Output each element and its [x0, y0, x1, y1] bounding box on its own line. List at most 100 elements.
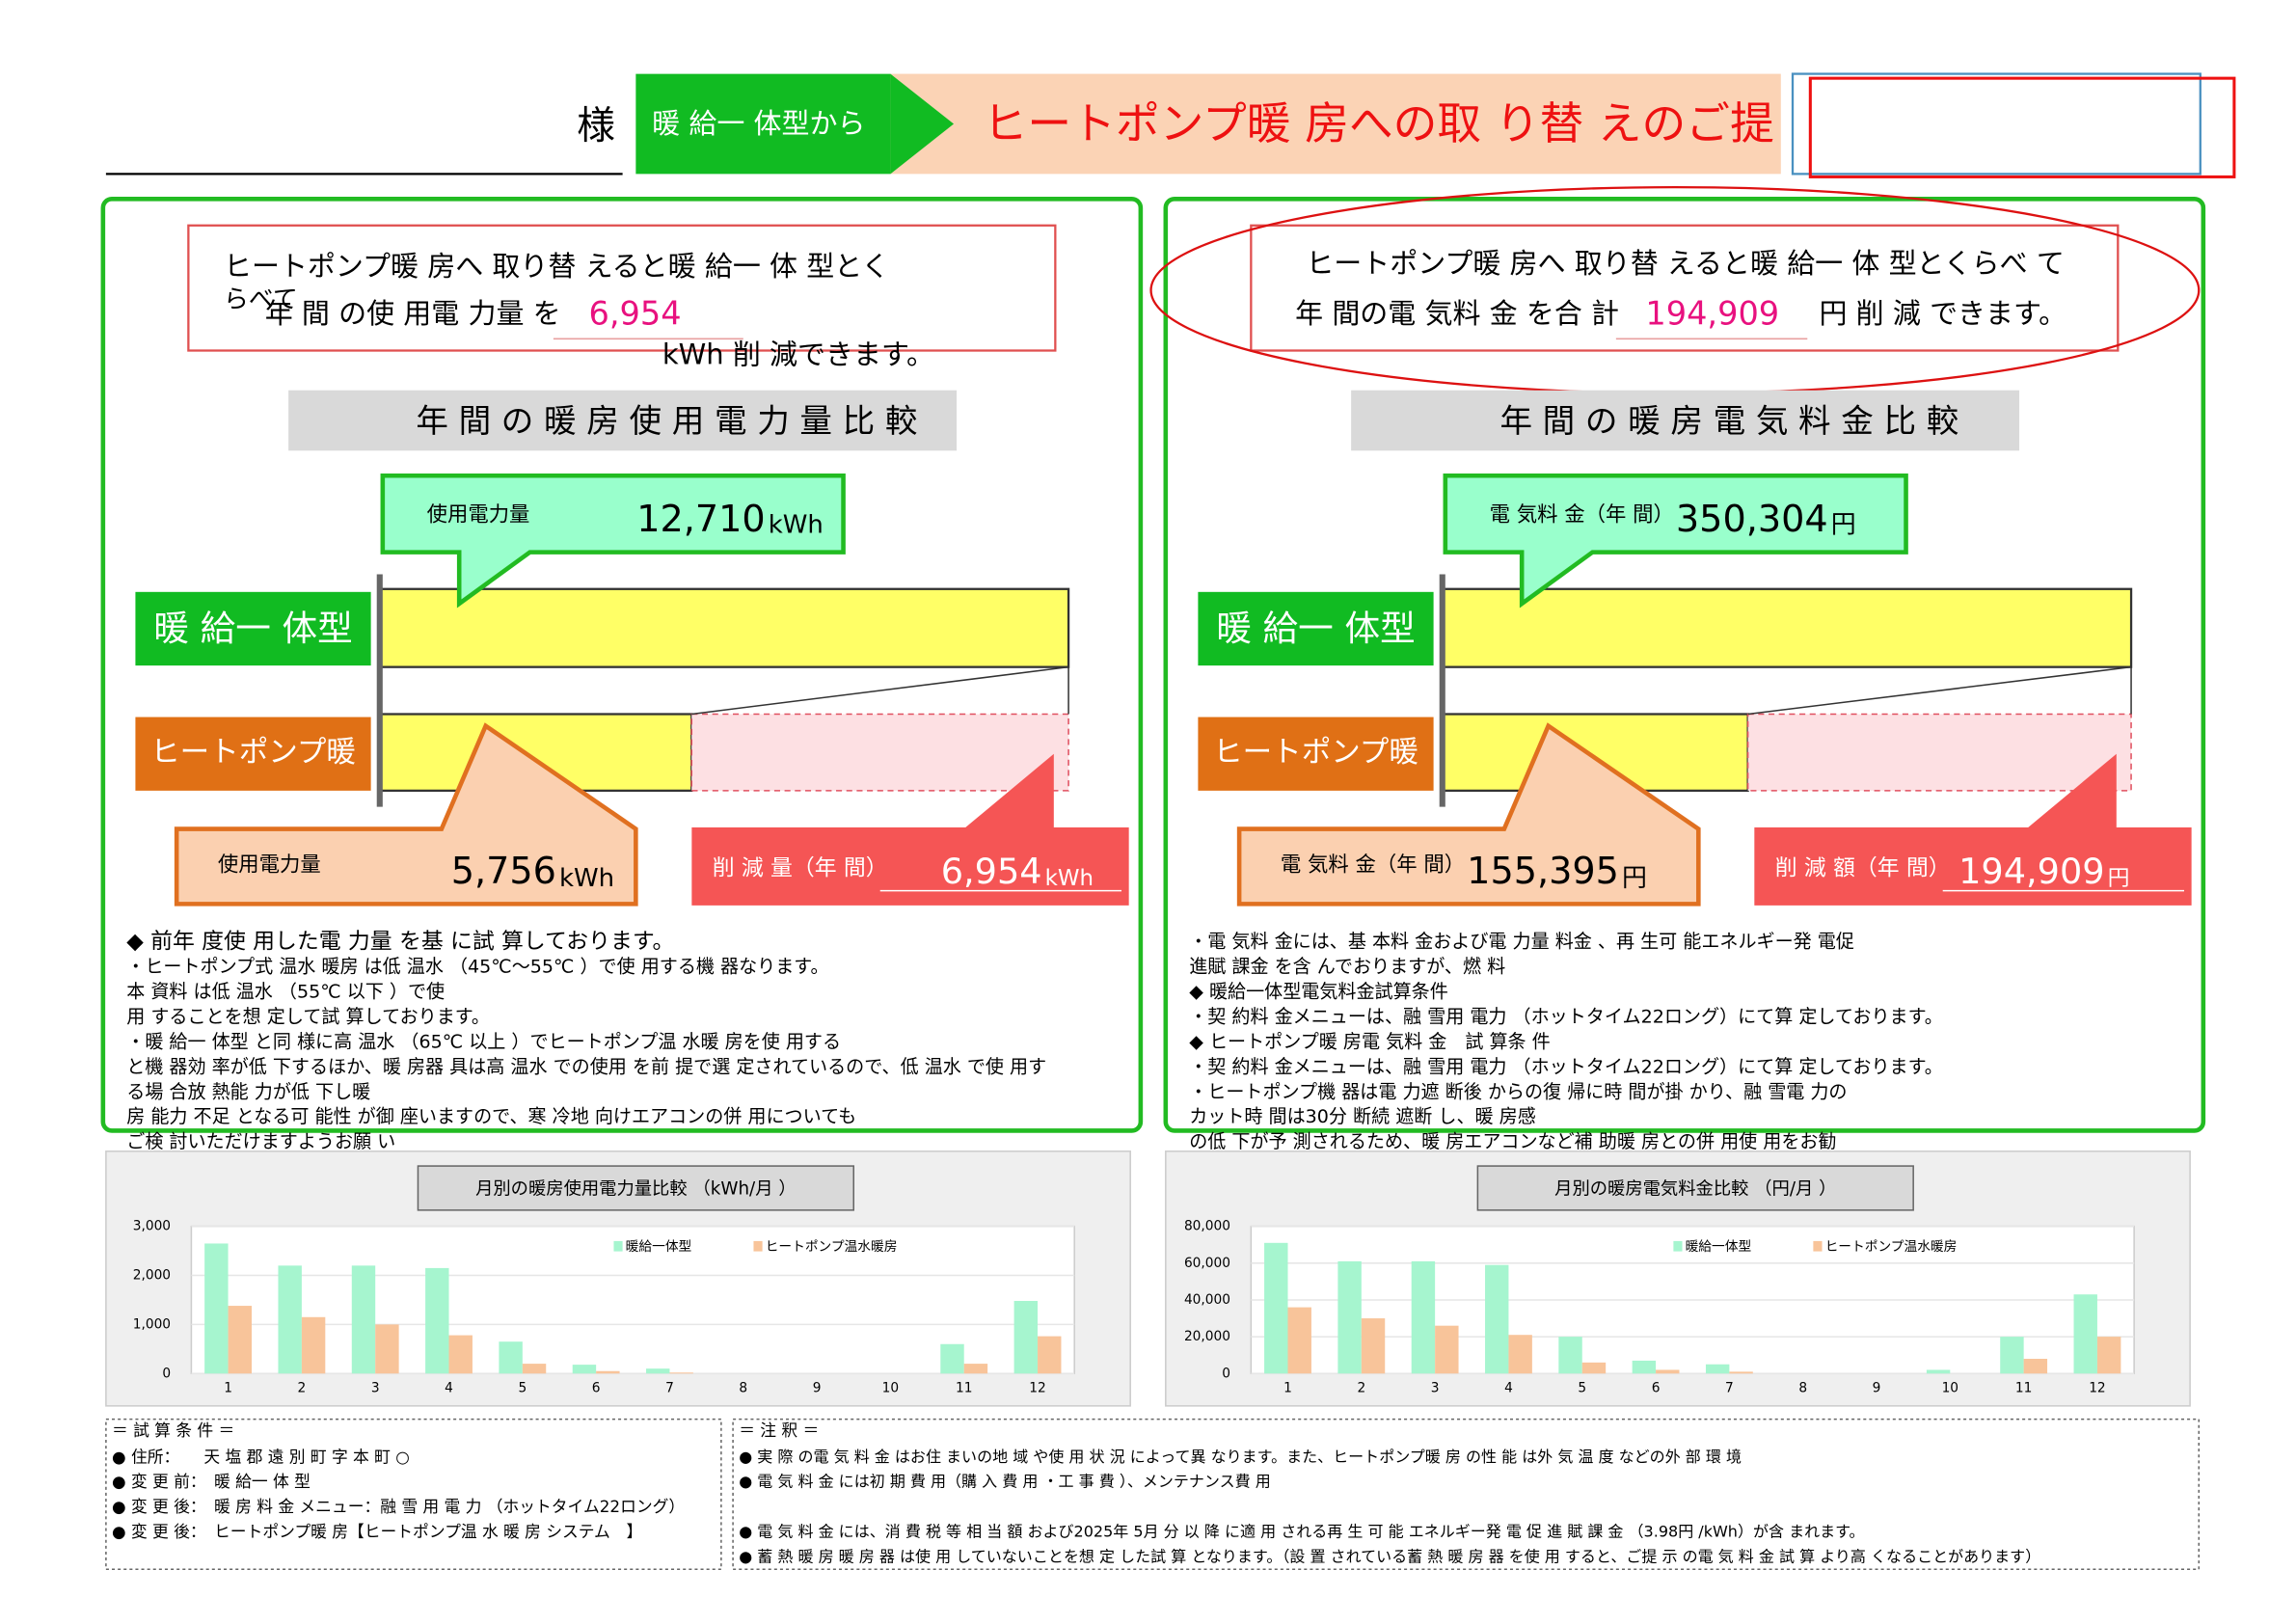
bar	[2000, 1337, 2024, 1374]
category-box	[135, 717, 371, 791]
callout	[1443, 473, 1908, 609]
bar	[375, 1324, 399, 1374]
x-tick-label: 10	[1942, 1381, 1958, 1396]
bar	[1337, 1260, 1362, 1374]
bar	[646, 1368, 670, 1374]
section-title: 年 間 の 暖 房 電 気 料 金 比 較	[1499, 402, 1958, 440]
from-arrow	[635, 73, 955, 175]
legend-swatch	[753, 1240, 763, 1252]
bar	[1581, 1362, 1607, 1374]
y-tick-label: 0	[1222, 1366, 1230, 1381]
x-tick-label: 4	[1504, 1381, 1513, 1396]
callout-unit: 円	[1622, 864, 1647, 893]
note-line: 進賦 課金 を含 んでおりますが、燃 料	[1189, 957, 1505, 978]
x-tick-label: 10	[882, 1381, 899, 1396]
note-line: と機 器効 率が低 下するほか、暖 房器 具は高 温水 での使用 を前 提で選 …	[126, 1056, 1046, 1077]
condition-line: ● 変 更 後： 暖 房 料 金 メニュー：融 雪 用 電 力 （ホットタイム2…	[112, 1497, 685, 1516]
note-line: ◆ 暖給一体型電気料金試算条件	[1189, 981, 1448, 1002]
condition-line: ● 変 更 前： 暖 給一 体 型	[112, 1472, 311, 1491]
bar	[2073, 1294, 2097, 1374]
x-tick-label: 12	[2089, 1381, 2105, 1396]
x-tick-label: 1	[224, 1381, 232, 1396]
note-line: カット時 間は30分 断続 遮断 し、暖 房感	[1189, 1106, 1536, 1127]
reduction-label: 削 減 額（年 間）	[1775, 855, 1951, 880]
y-tick-label: 80,000	[1184, 1219, 1230, 1234]
conditions-box	[105, 1418, 722, 1571]
callout	[1236, 722, 1701, 907]
callout-label: 電 気料 金（年 間）	[1281, 853, 1465, 878]
reduction-callout	[691, 753, 1129, 906]
bar	[1926, 1369, 1951, 1374]
bar	[1361, 1318, 1386, 1374]
x-tick-label: 3	[371, 1381, 380, 1396]
bar	[228, 1306, 252, 1374]
connector	[691, 665, 1069, 716]
plot-area	[190, 1225, 1075, 1375]
condition-line: ● 変 更 後： ヒートポンプ暖 房【ヒートポンプ温 水 暖 房 システム 】	[112, 1522, 642, 1541]
callout-unit: kWh	[559, 864, 614, 893]
chart-title-box	[417, 1165, 855, 1211]
x-tick-label: 1	[1283, 1381, 1292, 1396]
bar	[1729, 1371, 1753, 1374]
note-line: 用 することを想 定して試 算しております。	[126, 1006, 490, 1027]
bar	[204, 1243, 229, 1374]
x-tick-label: 7	[1725, 1381, 1734, 1396]
x-tick-label: 11	[2015, 1381, 2032, 1396]
category-label: ヒートポンプ暖	[1213, 736, 1418, 770]
x-tick-label: 8	[1798, 1381, 1807, 1396]
bar	[425, 1267, 449, 1374]
note-line: ◆ ヒートポンプ暖 房電 気料 金 試 算条 件	[1189, 1031, 1551, 1052]
chart-title: 月別の暖房使用電力量比較 （kWh/月 ）	[475, 1178, 797, 1199]
message-box	[187, 224, 1057, 352]
legend-label: ヒートポンプ温水暖房	[1825, 1239, 1958, 1255]
conditions-title: ＝ 試 算 条 件 ＝	[112, 1421, 234, 1440]
callout-label: 使用電力量	[218, 853, 321, 878]
x-tick-label: 6	[1652, 1381, 1661, 1396]
bar	[1264, 1242, 1288, 1374]
message-prefix: 年 間の電 気料 金 を合 計	[1295, 297, 1619, 330]
legend-swatch	[1813, 1240, 1823, 1252]
callout-label: 使用電力量	[427, 502, 530, 527]
bar	[1287, 1307, 1311, 1374]
callout-value: 350,304	[1676, 498, 1828, 540]
bar	[1705, 1364, 1730, 1374]
bar	[596, 1370, 620, 1374]
x-tick-label: 6	[592, 1381, 601, 1396]
from-label: 暖 給一 体型から	[652, 107, 865, 140]
bar	[351, 1265, 376, 1374]
x-tick-label: 5	[1578, 1381, 1586, 1396]
bar	[522, 1364, 547, 1374]
category-box	[135, 591, 371, 666]
reduction-unit: 円	[2108, 866, 2130, 891]
legend-label: 暖給一体型	[626, 1239, 692, 1255]
callout-unit: kWh	[769, 511, 824, 540]
message-prefix: 年 間 の使 用電 力量 を	[265, 297, 561, 330]
bar	[1558, 1337, 1582, 1374]
x-tick-label: 11	[956, 1381, 972, 1396]
note-line: の低 下が予 測されるため、暖 房エアコンなど補 助暖 房との併 用使 用をお勧	[1189, 1131, 1836, 1152]
legend-label: ヒートポンプ温水暖房	[766, 1239, 898, 1255]
section-title-box	[288, 390, 958, 451]
note-line: ● 電 気 料 金 には、消 費 税 等 相 当 額 および2025年 5月 分…	[739, 1523, 1864, 1541]
x-tick-label: 9	[813, 1381, 822, 1396]
callout-unit: 円	[1831, 511, 1856, 540]
note-line: ・契 約料 金メニューは、融 雪用 電力 （ホットタイム22ロング）にて算 定し…	[1189, 1006, 1943, 1027]
reduction-bar	[1746, 713, 2132, 792]
legend-swatch	[613, 1240, 623, 1252]
x-tick-label: 4	[445, 1381, 453, 1396]
x-tick-label: 7	[665, 1381, 674, 1396]
bar	[1013, 1300, 1039, 1374]
bar	[2096, 1337, 2121, 1374]
title: ヒートポンプ暖 房への取 り替 えのご提	[984, 98, 1774, 149]
highlight-box	[1808, 76, 2236, 178]
note-line: ● 実 際 の電 気 料 金 はお住 まいの地 域 や使 用 状 況 によって異…	[739, 1448, 1742, 1466]
x-tick-label: 5	[518, 1381, 527, 1396]
legend-label: 暖給一体型	[1686, 1239, 1752, 1255]
note-line: ・電 気料 金には、基 本料 金および電 力量 料金 、再 生可 能エネルギー発…	[1189, 932, 1854, 953]
section-title-box	[1351, 390, 2020, 451]
message-suffix: kWh 削 減できます。	[662, 338, 934, 371]
callout-value: 12,710	[636, 498, 765, 540]
bar	[499, 1341, 523, 1374]
note-line: ● 蓄 熱 暖 房 暖 房 器 は使 用 していないことを想 定 した試 算 と…	[739, 1548, 2040, 1566]
